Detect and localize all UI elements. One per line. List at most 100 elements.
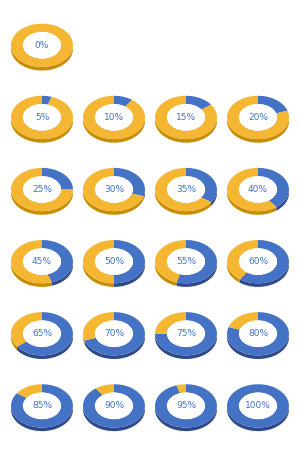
Text: 10%: 10% <box>104 113 124 122</box>
Ellipse shape <box>95 248 133 275</box>
Polygon shape <box>155 312 217 355</box>
Polygon shape <box>176 240 217 283</box>
Text: 70%: 70% <box>104 329 124 338</box>
Polygon shape <box>11 312 42 346</box>
Polygon shape <box>155 406 217 431</box>
Polygon shape <box>227 96 289 139</box>
Ellipse shape <box>23 248 61 275</box>
Polygon shape <box>48 262 61 278</box>
Polygon shape <box>95 190 132 207</box>
Polygon shape <box>258 96 287 113</box>
Polygon shape <box>17 334 73 359</box>
Polygon shape <box>167 334 205 351</box>
Ellipse shape <box>239 248 277 275</box>
Polygon shape <box>11 189 73 215</box>
Text: 45%: 45% <box>32 257 52 266</box>
Polygon shape <box>176 384 186 393</box>
Polygon shape <box>83 312 114 340</box>
Ellipse shape <box>239 176 277 203</box>
Text: 95%: 95% <box>176 401 196 410</box>
Text: 90%: 90% <box>104 401 124 410</box>
Polygon shape <box>11 406 73 431</box>
Polygon shape <box>227 312 289 355</box>
Text: 25%: 25% <box>32 185 52 194</box>
Polygon shape <box>211 190 217 206</box>
Polygon shape <box>239 190 269 207</box>
Polygon shape <box>155 312 186 334</box>
Polygon shape <box>167 118 205 134</box>
Polygon shape <box>95 406 133 423</box>
Polygon shape <box>155 190 211 215</box>
Polygon shape <box>227 261 240 283</box>
Polygon shape <box>114 262 133 279</box>
Polygon shape <box>180 262 205 279</box>
Text: 85%: 85% <box>32 401 52 410</box>
Text: 15%: 15% <box>176 113 196 122</box>
Polygon shape <box>114 168 145 196</box>
Text: 75%: 75% <box>176 329 196 338</box>
Text: 20%: 20% <box>248 113 268 122</box>
Polygon shape <box>155 168 211 211</box>
Text: 35%: 35% <box>176 185 196 194</box>
Polygon shape <box>95 334 96 341</box>
Polygon shape <box>83 334 85 344</box>
Text: 5%: 5% <box>35 113 49 122</box>
Polygon shape <box>186 96 211 109</box>
Polygon shape <box>42 168 73 189</box>
Ellipse shape <box>95 104 133 131</box>
Polygon shape <box>11 46 73 71</box>
Polygon shape <box>167 262 180 278</box>
Polygon shape <box>114 96 132 107</box>
Polygon shape <box>227 117 289 143</box>
Polygon shape <box>11 334 17 350</box>
Polygon shape <box>85 312 145 355</box>
Polygon shape <box>83 262 114 287</box>
Polygon shape <box>11 24 73 67</box>
Ellipse shape <box>167 248 205 275</box>
Polygon shape <box>114 240 145 283</box>
Polygon shape <box>239 406 277 423</box>
Polygon shape <box>201 189 205 201</box>
Ellipse shape <box>95 176 133 203</box>
Polygon shape <box>83 96 145 139</box>
Text: 30%: 30% <box>104 185 124 194</box>
Polygon shape <box>95 118 133 134</box>
Polygon shape <box>167 406 205 423</box>
Text: 65%: 65% <box>32 329 52 338</box>
Polygon shape <box>276 189 289 211</box>
Polygon shape <box>155 240 186 282</box>
Polygon shape <box>52 262 73 286</box>
Ellipse shape <box>95 393 133 419</box>
Polygon shape <box>11 262 52 287</box>
Text: 55%: 55% <box>176 257 196 266</box>
Polygon shape <box>227 406 289 431</box>
Polygon shape <box>167 190 201 207</box>
Polygon shape <box>96 384 114 395</box>
Ellipse shape <box>23 176 61 203</box>
Polygon shape <box>17 312 73 355</box>
Polygon shape <box>23 334 27 345</box>
Polygon shape <box>227 190 276 215</box>
Polygon shape <box>95 262 114 279</box>
Polygon shape <box>132 190 133 197</box>
Text: 50%: 50% <box>104 257 124 266</box>
Polygon shape <box>23 46 61 62</box>
Polygon shape <box>23 189 61 207</box>
Polygon shape <box>85 334 145 359</box>
Polygon shape <box>176 262 217 287</box>
Polygon shape <box>143 190 145 200</box>
Polygon shape <box>17 384 42 398</box>
Polygon shape <box>258 168 289 207</box>
Ellipse shape <box>239 104 277 131</box>
Polygon shape <box>229 312 258 330</box>
Polygon shape <box>23 406 61 423</box>
Ellipse shape <box>23 104 61 131</box>
Polygon shape <box>27 334 61 351</box>
Ellipse shape <box>167 104 205 131</box>
Polygon shape <box>269 189 277 204</box>
Text: 40%: 40% <box>248 185 268 194</box>
Polygon shape <box>11 384 73 427</box>
Polygon shape <box>23 117 61 134</box>
Ellipse shape <box>167 393 205 419</box>
Polygon shape <box>114 262 145 287</box>
